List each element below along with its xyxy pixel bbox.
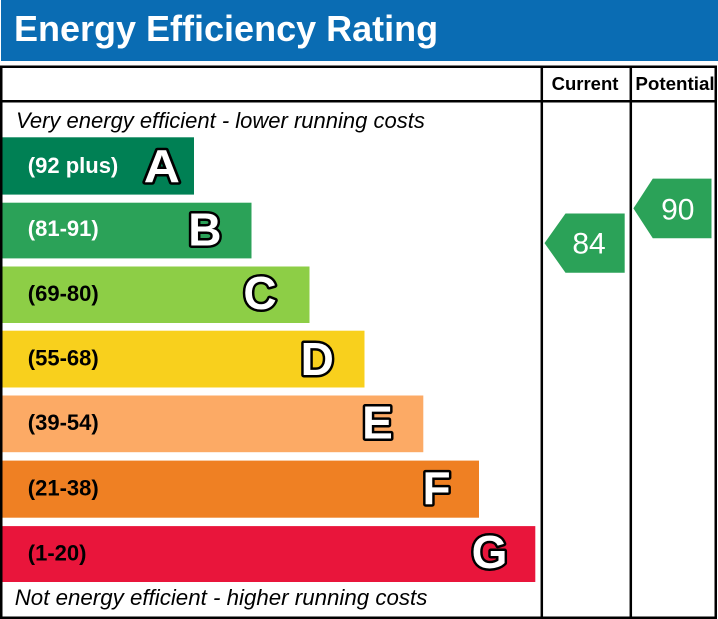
svg-text:A: A bbox=[144, 141, 180, 193]
svg-text:Energy Efficiency Rating: Energy Efficiency Rating bbox=[14, 8, 438, 49]
svg-text:(69-80): (69-80) bbox=[28, 281, 99, 306]
svg-text:(1-20): (1-20) bbox=[28, 540, 87, 565]
svg-text:(21-38): (21-38) bbox=[28, 475, 99, 500]
svg-text:84: 84 bbox=[572, 228, 605, 261]
svg-text:Not energy efficient - higher: Not energy efficient - higher running co… bbox=[15, 585, 428, 610]
svg-text:(39-54): (39-54) bbox=[28, 410, 99, 435]
svg-text:C: C bbox=[243, 267, 276, 319]
svg-text:F: F bbox=[422, 462, 450, 514]
svg-text:(92 plus): (92 plus) bbox=[28, 153, 118, 178]
svg-text:Current: Current bbox=[552, 73, 619, 94]
svg-text:B: B bbox=[188, 204, 221, 256]
svg-text:E: E bbox=[362, 397, 393, 449]
svg-text:Very energy efficient - lower: Very energy efficient - lower running co… bbox=[16, 108, 425, 133]
svg-text:(55-68): (55-68) bbox=[28, 345, 99, 370]
svg-text:90: 90 bbox=[661, 193, 694, 226]
svg-text:(81-91): (81-91) bbox=[28, 216, 99, 241]
svg-text:D: D bbox=[301, 333, 334, 385]
svg-text:Potential: Potential bbox=[635, 73, 714, 94]
svg-text:G: G bbox=[472, 526, 508, 578]
